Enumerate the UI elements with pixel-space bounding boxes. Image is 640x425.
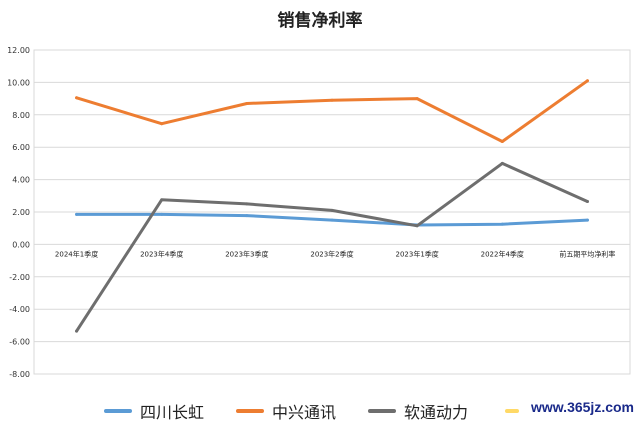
y-tick-label: -8.00 bbox=[9, 370, 30, 379]
y-tick-label: 8.00 bbox=[12, 111, 30, 120]
y-tick-label: 6.00 bbox=[12, 143, 30, 152]
x-tick-label: 前五期平均净利率 bbox=[559, 249, 615, 258]
data-point bbox=[75, 329, 79, 333]
data-point bbox=[585, 79, 589, 83]
y-tick-label: -2.00 bbox=[9, 273, 30, 282]
data-point bbox=[160, 122, 164, 126]
x-tick-label: 2023年1季度 bbox=[396, 249, 439, 258]
x-tick-label: 2024年1季度 bbox=[55, 249, 98, 258]
y-tick-label: 0.00 bbox=[12, 240, 30, 249]
y-tick-label: 4.00 bbox=[12, 176, 30, 185]
legend-swatch bbox=[505, 409, 519, 413]
x-tick-label: 2023年2季度 bbox=[310, 249, 353, 258]
legend-label: 四川长虹 bbox=[140, 403, 205, 422]
data-point bbox=[585, 199, 589, 203]
data-point bbox=[500, 161, 504, 165]
series-line-1 bbox=[75, 79, 589, 143]
chart-title: 销售净利率 bbox=[277, 11, 363, 31]
legend-item-isoftstone: 软通动力 bbox=[368, 398, 468, 424]
data-point bbox=[245, 202, 249, 206]
data-point bbox=[330, 218, 334, 222]
data-point bbox=[330, 98, 334, 102]
data-point bbox=[245, 101, 249, 105]
data-point bbox=[160, 198, 164, 202]
watermark: www.365jz.com bbox=[531, 399, 634, 415]
data-point bbox=[75, 96, 79, 100]
x-tick-label: 2023年3季度 bbox=[225, 249, 268, 258]
data-point bbox=[75, 212, 79, 216]
legend: 四川长虹 中兴通讯 软通动力 bbox=[0, 398, 640, 424]
legend-item-sichuan-changhong: 四川长虹 bbox=[104, 398, 204, 424]
plot-area-border bbox=[33, 49, 631, 375]
data-point bbox=[415, 224, 419, 228]
y-tick-label: -6.00 bbox=[9, 338, 30, 347]
legend-swatch bbox=[104, 409, 132, 413]
x-tick-label: 2023年4季度 bbox=[140, 249, 183, 258]
y-tick-label: 2.00 bbox=[12, 208, 30, 217]
data-point bbox=[500, 222, 504, 226]
series-line-2 bbox=[75, 161, 589, 333]
legend-item-zte: 中兴通讯 bbox=[236, 398, 336, 424]
data-point bbox=[245, 214, 249, 218]
y-tick-label: -4.00 bbox=[9, 305, 30, 314]
data-point bbox=[160, 212, 164, 216]
legend-swatch bbox=[368, 409, 396, 413]
y-tick-label: 12.00 bbox=[7, 46, 30, 55]
x-tick-label: 2022年4季度 bbox=[481, 249, 524, 258]
data-point bbox=[330, 208, 334, 212]
data-point bbox=[500, 140, 504, 144]
data-point bbox=[585, 218, 589, 222]
y-tick-label: 10.00 bbox=[7, 78, 30, 87]
legend-item-4 bbox=[505, 398, 527, 424]
legend-swatch bbox=[236, 409, 264, 413]
legend-label: 软通动力 bbox=[404, 403, 469, 422]
data-point bbox=[415, 97, 419, 101]
legend-label: 中兴通讯 bbox=[272, 403, 337, 422]
